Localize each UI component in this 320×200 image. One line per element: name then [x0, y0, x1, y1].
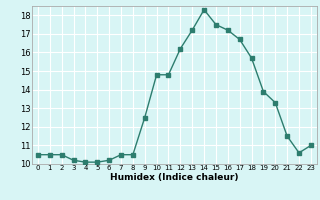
X-axis label: Humidex (Indice chaleur): Humidex (Indice chaleur)	[110, 173, 239, 182]
